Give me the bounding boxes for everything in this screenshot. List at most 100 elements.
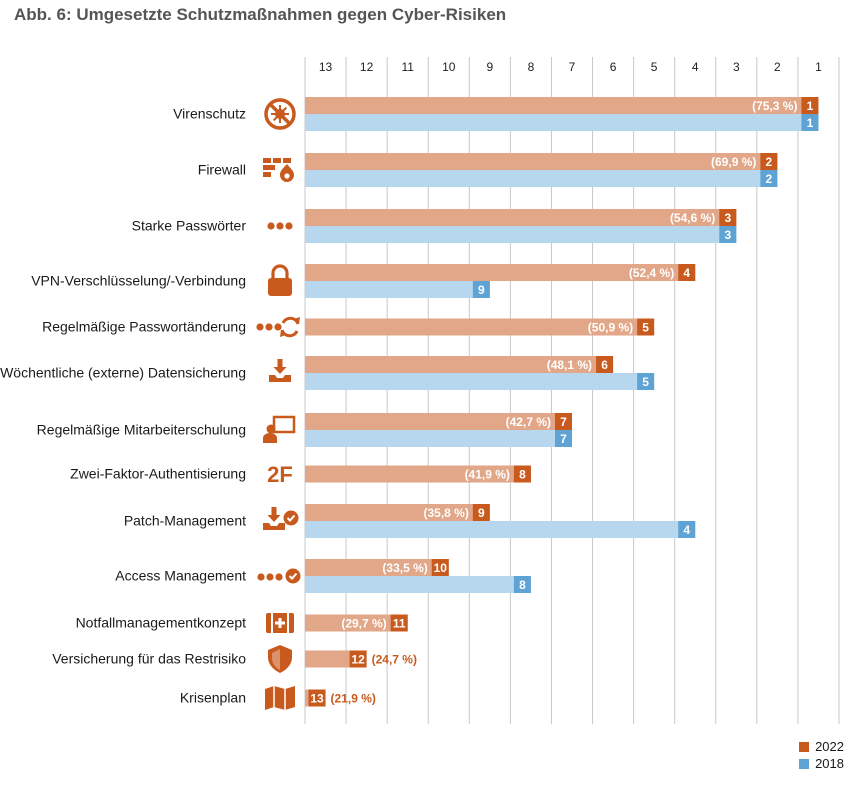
bar-2018 <box>305 281 490 298</box>
brick <box>283 158 291 163</box>
rank-box-2022 <box>555 413 572 430</box>
percent-label-2022: (33,5 %) <box>382 561 427 575</box>
two-factor-text: 2F <box>267 462 293 487</box>
category-label: Wöchentliche (externe) Datensicherung <box>0 365 246 381</box>
brick <box>263 165 275 170</box>
dot <box>275 573 283 581</box>
tick-label-1: 1 <box>815 60 822 74</box>
percent-label-2022: (41,9 %) <box>465 468 510 482</box>
board <box>272 415 296 434</box>
bar-2022 <box>305 209 737 226</box>
rank-label-2022: 9 <box>478 506 485 520</box>
rank-label-2022: 5 <box>642 321 649 335</box>
download-tray <box>263 523 285 530</box>
rank-box-2022 <box>349 650 367 668</box>
category-label: Krisenplan <box>180 690 246 706</box>
rank-label-2022: 8 <box>519 468 526 482</box>
lock-icon <box>268 264 292 296</box>
check-mark <box>288 572 298 580</box>
rank-box-2018 <box>760 170 778 187</box>
flame-core <box>284 173 290 179</box>
legend-label-2018: 2018 <box>815 756 844 771</box>
rank-box-2022 <box>801 97 819 114</box>
rank-box-2018 <box>513 576 531 593</box>
rank-box-2022 <box>308 689 326 707</box>
category-label: Zwei-Faktor-Authentisierung <box>70 466 246 482</box>
category-label: Access Management <box>115 568 246 584</box>
brick <box>263 158 271 163</box>
category-10: Access Management 10 (33,5 %) 8 <box>115 559 531 593</box>
bar-2022 <box>305 153 778 170</box>
bar-2018 <box>305 170 778 187</box>
password-dots-icon <box>267 222 293 230</box>
download-arrow <box>267 507 281 522</box>
rank-label-2022: 4 <box>683 266 690 280</box>
category-label: Notfallmanagementkonzept <box>76 615 247 631</box>
lock-body <box>268 278 292 296</box>
dot <box>267 222 275 230</box>
category-label: Regelmäßige Mitarbeiterschulung <box>37 422 246 438</box>
category-13: Krisenplan 13 (21,9 %) <box>180 686 376 710</box>
rank-box-2022 <box>637 318 655 336</box>
access-check-icon <box>257 568 301 584</box>
rank-label-2018: 3 <box>724 228 731 242</box>
category-8: Zwei-Faktor-Authentisierung 2F 8 (41,9 %) <box>70 462 531 487</box>
tick-label-4: 4 <box>692 60 699 74</box>
tick-label-10: 10 <box>442 60 456 74</box>
person-head <box>266 424 276 434</box>
percent-label-2022: (54,6 %) <box>670 211 715 225</box>
refresh-arc <box>281 316 300 325</box>
category-label: Firewall <box>198 162 246 178</box>
category-3: Starke Passwörter 3 (54,6 %) 3 <box>132 209 737 243</box>
training-presentation-icon <box>263 415 296 443</box>
rank-box-2022 <box>760 153 778 170</box>
legend-swatch-2018 <box>799 758 810 769</box>
percent-label-2022: (50,9 %) <box>588 321 633 335</box>
percent-label-2022: (75,3 %) <box>752 99 797 113</box>
rank-label-2018: 1 <box>807 116 814 130</box>
patch-download-check-icon <box>263 507 299 530</box>
category-2: Firewall 2 (69,9 %) 2 <box>198 153 778 187</box>
percent-label-2022: (21,9 %) <box>331 692 376 706</box>
dot <box>257 573 265 581</box>
dot <box>285 222 293 230</box>
bar-2018 <box>305 373 655 390</box>
bar-2022 <box>305 614 408 632</box>
rank-label-2018: 5 <box>642 375 649 389</box>
refresh-head <box>294 317 300 324</box>
tick-label-2: 2 <box>774 60 781 74</box>
person-body <box>263 433 277 443</box>
rank-label-2018: 7 <box>560 432 567 446</box>
brick <box>263 172 271 177</box>
brick <box>273 158 281 163</box>
rank-label-2022: 13 <box>310 692 324 706</box>
tick-label-7: 7 <box>569 60 576 74</box>
bar-2022 <box>305 318 655 336</box>
legend: 2022 2018 <box>799 738 844 772</box>
shackle <box>271 264 289 279</box>
percent-label-2022: (52,4 %) <box>629 266 674 280</box>
category-11: Notfallmanagementkonzept 11 (29,7 %) <box>76 613 408 633</box>
percent-label-2022: (29,7 %) <box>341 617 386 631</box>
bar-2022 <box>305 504 490 521</box>
refresh-arc <box>280 329 299 338</box>
category-9: Patch-Management 9 (35,8 %) 4 <box>124 504 696 538</box>
rank-label-2022: 10 <box>434 561 448 575</box>
legend-item-2018: 2018 <box>799 755 844 772</box>
percent-label-2022: (42,7 %) <box>506 415 551 429</box>
category-label: Regelmäßige Passwortänderung <box>42 319 246 335</box>
tick-label-6: 6 <box>610 60 617 74</box>
rank-box-2018 <box>637 373 655 390</box>
download-backup-icon <box>269 359 291 382</box>
rank-label-2018: 8 <box>519 578 526 592</box>
rank-box-2018 <box>678 521 696 538</box>
tick-label-5: 5 <box>651 60 658 74</box>
ring <box>264 98 296 130</box>
rank-label-2022: 12 <box>351 653 365 667</box>
bar-2022 <box>305 356 614 373</box>
rank-box-2022 <box>431 559 449 576</box>
percent-label-2022: (48,1 %) <box>547 358 592 372</box>
map-icon <box>265 686 295 710</box>
dot <box>256 323 264 331</box>
virus-shield-icon <box>264 98 296 130</box>
